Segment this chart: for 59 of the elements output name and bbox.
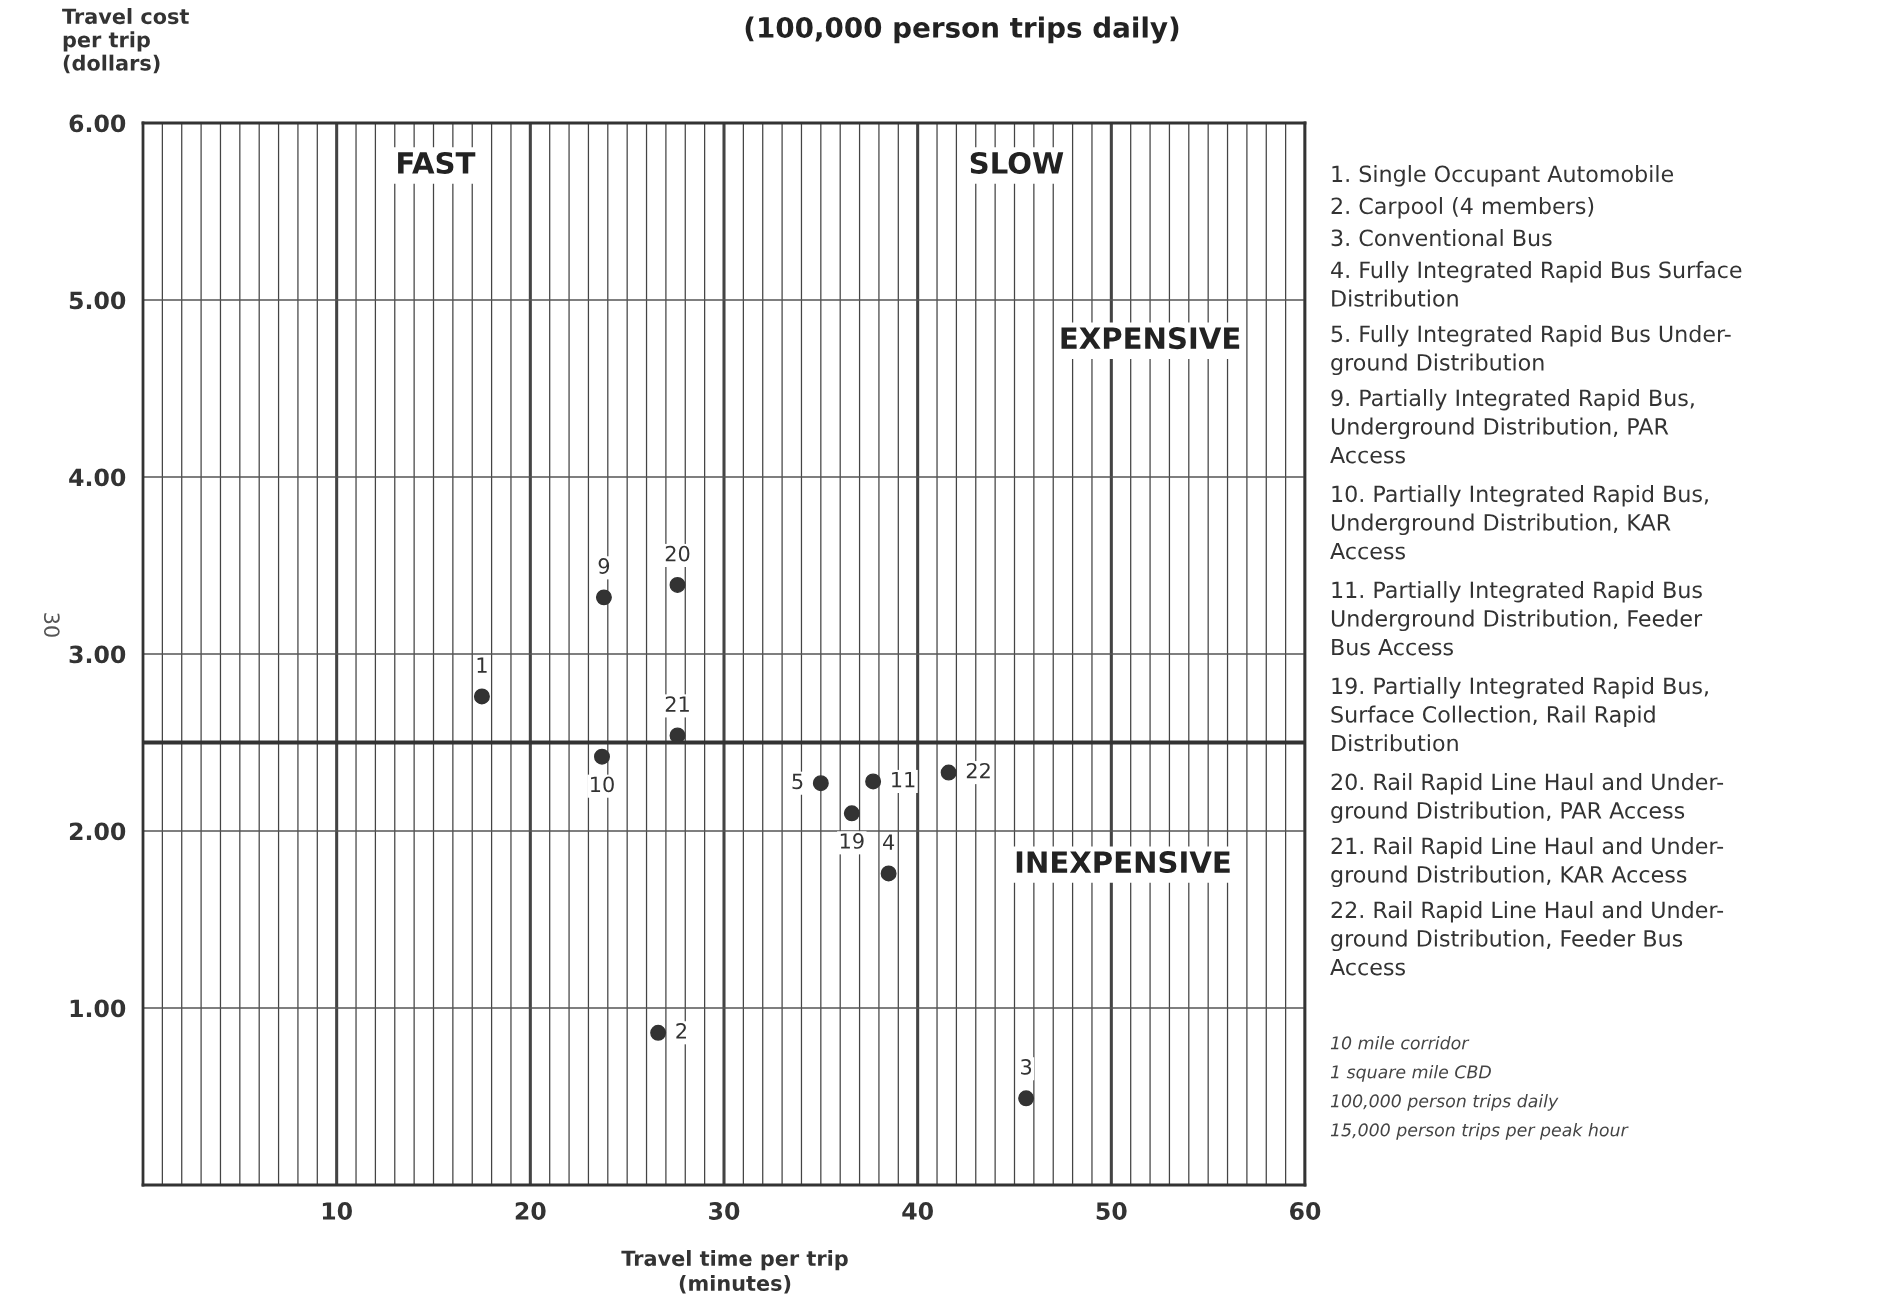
- y-tick-label: 3.00: [69, 645, 126, 664]
- x-tick-label: 40: [902, 1202, 933, 1220]
- x-tick-label: 20: [515, 1202, 546, 1220]
- point: [880, 865, 897, 882]
- x-axis-title: Travel time per trip (minutes): [621, 1250, 848, 1294]
- text: 100,000 person trips daily: [1330, 1094, 1559, 1111]
- text: 1. Single Occupant Automobile: [1332, 165, 1674, 187]
- text: 4. Fully Integrated Rapid Bus Surface Distribution: [1331, 261, 1742, 307]
- annotation: FAST: [398, 151, 476, 174]
- chart-title: (100,000 person trips daily): [745, 16, 1179, 44]
- text: 19. Partially Integrated Rapid Bus, Surface Collection, Rail Rapid Distribution: [1331, 677, 1708, 752]
- y-tick-label: 6.00: [69, 114, 126, 133]
- annotation: 2: [676, 1023, 686, 1039]
- annotation: 19: [840, 833, 864, 849]
- y-tick-label: 4.00: [69, 468, 126, 487]
- annotation: 20: [665, 545, 690, 562]
- annotation: 11: [892, 772, 915, 788]
- text: 15,000 person trips per peak hour: [1330, 1123, 1629, 1140]
- text: 10. Partially Integrated Rapid Bus, Underground Distribution, KAR Access: [1330, 485, 1708, 560]
- annotation: 21: [665, 696, 689, 712]
- text: 22. Rail Rapid Line Haul and Under- ground Distribution, Feeder Bus Access: [1330, 901, 1724, 976]
- x-tick-label: 10: [322, 1202, 352, 1220]
- point: [940, 764, 957, 781]
- x-tick-label: 50: [1096, 1202, 1127, 1220]
- annotation: 10: [591, 776, 614, 793]
- annotation: EXPENSIVE: [1061, 327, 1240, 350]
- text: 21. Rail Rapid Line Haul and Under- ground Distribution, KAR Access: [1331, 837, 1724, 888]
- point: [594, 748, 610, 765]
- text: 5. Fully Integrated Rapid Bus Under- ground Distribution: [1331, 325, 1731, 376]
- annotation: INEXPENSIVE: [1016, 851, 1230, 874]
- point: [865, 773, 882, 790]
- x-tick-label: 30: [709, 1202, 740, 1220]
- x-tick-label: 60: [1290, 1202, 1321, 1220]
- annotation: 1: [477, 657, 487, 673]
- point: [595, 589, 612, 606]
- point: [1018, 1090, 1035, 1107]
- text: 30: [43, 613, 60, 637]
- annotation: 3: [1021, 1059, 1032, 1075]
- point: [812, 775, 829, 792]
- text: 2. Carpool (4 members): [1331, 197, 1594, 219]
- point: [650, 1024, 667, 1041]
- y-tick-label: 1.00: [70, 999, 126, 1018]
- text: 9. Partially Integrated Rapid Bus, Underground Distribution, PAR Access: [1330, 389, 1694, 464]
- y-tick-label: 5.00: [69, 291, 126, 310]
- text: 10 mile corridor: [1330, 1036, 1470, 1050]
- annotation: 5: [792, 773, 803, 790]
- point: [669, 576, 686, 593]
- annotation: SLOW: [970, 151, 1064, 174]
- annotation: 4: [883, 834, 895, 850]
- text: 20. Rail Rapid Line Haul and Under- ground Distribution, PAR Access: [1331, 773, 1724, 824]
- y-axis-title: Travel cost per trip (dollars): [62, 8, 189, 74]
- annotation: 9: [598, 558, 610, 574]
- text: 3. Conventional Bus: [1331, 229, 1552, 247]
- y-tick-label: 2.00: [69, 822, 126, 841]
- annotation: 22: [966, 762, 990, 779]
- point: [843, 805, 860, 822]
- text: 11. Partially Integrated Rapid Bus Underground Distribution, Feeder Bus Access: [1331, 581, 1703, 656]
- point: [473, 688, 490, 705]
- text: 1 square mile CBD: [1330, 1065, 1491, 1082]
